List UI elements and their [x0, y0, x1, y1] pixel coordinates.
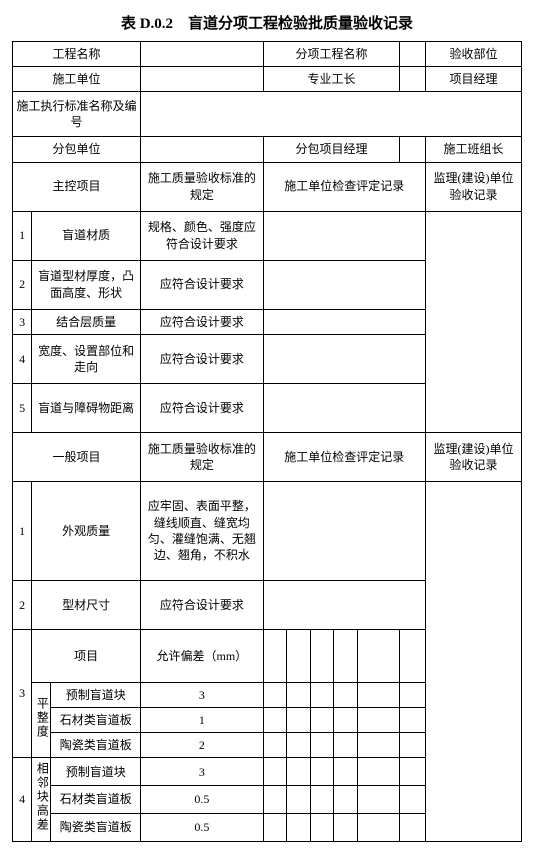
gen-spec: 应牢固、表面平整，缝线顺直、缝宽均匀、灌缝饱满、无翘边、翘角，不积水 [141, 481, 264, 580]
gen-name: 外观质量 [32, 481, 141, 580]
col-supervisor-record: 监理(建设)单位验收记录 [425, 162, 521, 211]
col-general-item: 一般项目 [13, 432, 141, 481]
gen-no: 1 [13, 481, 32, 580]
table-title: 表 D.0.2 盲道分项工程检验批质量验收记录 [12, 12, 522, 33]
main-name: 盲道材质 [32, 211, 141, 260]
main-spec: 应符合设计要求 [141, 334, 264, 383]
val-sub-project [400, 42, 426, 67]
main-spec: 应符合设计要求 [141, 260, 264, 309]
main-record [263, 383, 425, 432]
cell [400, 629, 426, 682]
val-sub-pm [400, 137, 426, 162]
main-supervisor [425, 211, 521, 432]
cell [334, 629, 357, 682]
main-no: 5 [13, 383, 32, 432]
g4-val: 0.5 [141, 786, 264, 814]
main-spec: 规格、颜色、强度应符合设计要求 [141, 211, 264, 260]
label-constr-unit: 施工单位 [13, 67, 141, 92]
main-name: 宽度、设置部位和走向 [32, 334, 141, 383]
val-constr-unit [141, 67, 264, 92]
main-record [263, 309, 425, 334]
gen-record [263, 580, 425, 629]
label-dept: 验收部位 [425, 42, 521, 67]
main-record [263, 334, 425, 383]
label-project-name: 工程名称 [13, 42, 141, 67]
g4-val: 0.5 [141, 813, 264, 841]
g3-val: 1 [141, 707, 264, 732]
main-no: 1 [13, 211, 32, 260]
g3-name: 陶瓷类盲道板 [51, 733, 141, 758]
cell [357, 629, 400, 682]
g3-val: 2 [141, 733, 264, 758]
group3-no: 3 [13, 629, 32, 758]
main-record [263, 211, 425, 260]
main-name: 盲道与障碍物距离 [32, 383, 141, 432]
cell [287, 629, 310, 682]
cell [263, 629, 286, 682]
label-std: 施工执行标准名称及编号 [13, 92, 141, 137]
group3-label: 平整度 [32, 682, 51, 758]
cell [310, 629, 333, 682]
val-subcontractor [141, 137, 264, 162]
col-constr-record: 施工单位检查评定记录 [263, 432, 425, 481]
col-constr-record: 施工单位检查评定记录 [263, 162, 425, 211]
g4-name: 预制盲道块 [51, 758, 141, 786]
main-no: 2 [13, 260, 32, 309]
g3-name: 石材类盲道板 [51, 707, 141, 732]
val-foreman [400, 67, 426, 92]
gen-spec: 应符合设计要求 [141, 580, 264, 629]
gen-record [263, 481, 425, 580]
col-supervisor-record: 监理(建设)单位验收记录 [425, 432, 521, 481]
gen-no: 2 [13, 580, 32, 629]
main-record [263, 260, 425, 309]
main-name: 结合层质量 [32, 309, 141, 334]
gen-supervisor [425, 481, 521, 841]
inspection-table: 工程名称 分项工程名称 验收部位 施工单位 专业工长 项目经理 施工执行标准名称… [12, 41, 522, 842]
label-sub-project: 分项工程名称 [263, 42, 400, 67]
main-spec: 应符合设计要求 [141, 309, 264, 334]
main-no: 4 [13, 334, 32, 383]
col-main-item: 主控项目 [13, 162, 141, 211]
label-pm: 项目经理 [425, 67, 521, 92]
col-quality-std: 施工质量验收标准的规定 [141, 162, 264, 211]
col-item: 项目 [32, 629, 141, 682]
col-quality-std: 施工质量验收标准的规定 [141, 432, 264, 481]
label-team-leader: 施工班组长 [425, 137, 521, 162]
label-sub-pm: 分包项目经理 [263, 137, 400, 162]
val-project-name [141, 42, 264, 67]
group4-no: 4 [13, 758, 32, 841]
main-no: 3 [13, 309, 32, 334]
g4-name: 陶瓷类盲道板 [51, 813, 141, 841]
gen-name: 型材尺寸 [32, 580, 141, 629]
label-subcontractor: 分包单位 [13, 137, 141, 162]
col-tolerance: 允许偏差（mm） [141, 629, 264, 682]
group4-label: 相邻块高差 [32, 758, 51, 841]
g4-val: 3 [141, 758, 264, 786]
main-spec: 应符合设计要求 [141, 383, 264, 432]
g4-name: 石材类盲道板 [51, 786, 141, 814]
g3-val: 3 [141, 682, 264, 707]
label-foreman: 专业工长 [263, 67, 400, 92]
val-std [141, 92, 522, 137]
main-name: 盲道型材厚度，凸面高度、形状 [32, 260, 141, 309]
g3-name: 预制盲道块 [51, 682, 141, 707]
